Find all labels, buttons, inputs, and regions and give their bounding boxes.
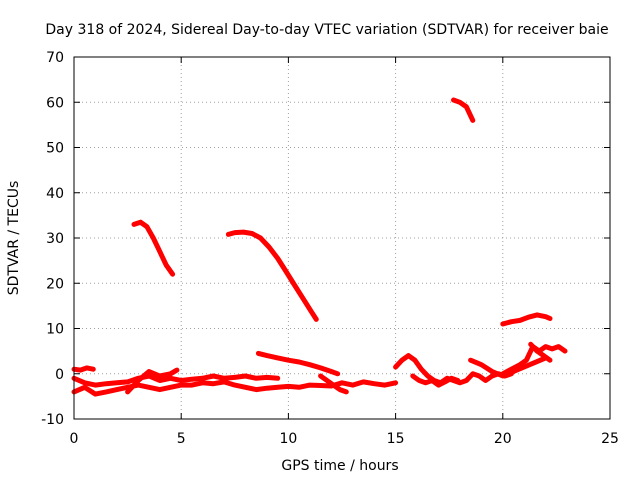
series-arc-8: [71, 373, 281, 388]
data-series: [71, 97, 568, 397]
x-tick-label: 10: [279, 431, 297, 447]
y-tick-label: 0: [55, 367, 64, 383]
y-tick-label: 40: [46, 186, 64, 202]
y-tick-label: 20: [46, 276, 64, 292]
y-tick-label: 10: [46, 322, 64, 338]
x-tick-labels: 0 5 10 15 20 25: [70, 431, 619, 447]
x-tick-label: 5: [177, 431, 186, 447]
x-tick-label: 25: [601, 431, 619, 447]
series-arc-2: [225, 229, 319, 322]
series-arc-3: [451, 97, 476, 123]
series-arc-6: [71, 365, 96, 373]
x-tick-label: 0: [70, 431, 79, 447]
axis-ticks: [73, 56, 611, 420]
series-arc-9: [125, 367, 180, 395]
x-tick-label: 15: [387, 431, 405, 447]
series-arc-12: [410, 373, 461, 388]
y-tick-label: 30: [46, 231, 64, 247]
y-tick-label: -10: [41, 412, 64, 428]
y-axis-label: SDTVAR / TECUs: [6, 181, 22, 296]
grid-lines: [74, 57, 610, 419]
series-arc-7: [71, 379, 399, 397]
y-tick-label: 60: [46, 95, 64, 111]
y-tick-labels: -10 0 10 20 30 40 50 60 70: [41, 50, 64, 428]
series-arc-5: [255, 350, 341, 377]
series-arc-15: [528, 341, 553, 363]
series-arc-10: [318, 373, 349, 395]
x-tick-label: 20: [494, 431, 512, 447]
x-axis-label: GPS time / hours: [281, 458, 398, 474]
chart-title: Day 318 of 2024, Sidereal Day-to-day VTE…: [45, 22, 608, 38]
y-tick-label: 50: [46, 141, 64, 157]
series-arc-4: [500, 312, 553, 327]
y-tick-label: 70: [46, 50, 64, 66]
series-arc-1: [131, 219, 176, 277]
